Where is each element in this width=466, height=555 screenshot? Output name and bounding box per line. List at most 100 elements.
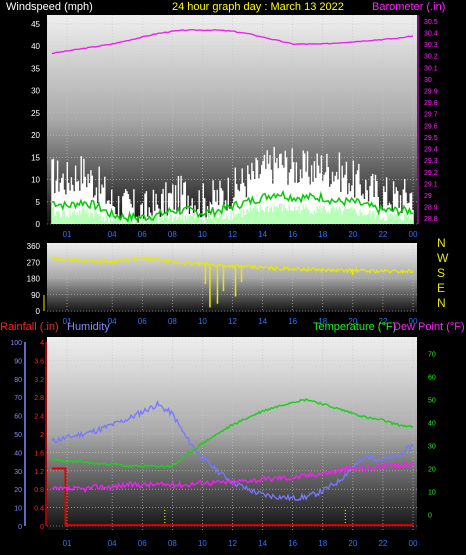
- wind-low-bars: [51, 203, 414, 224]
- x-tick-label: 08: [168, 317, 177, 326]
- x-tick-label: 00: [409, 317, 418, 326]
- humidity-tick-label: 20: [14, 487, 22, 494]
- y-left-tick-label: 35: [31, 64, 40, 73]
- dir-y-tick-label: 270: [27, 258, 41, 267]
- dir-y-tick-label: 0: [36, 307, 41, 316]
- y-left-tick-label: 10: [31, 176, 40, 185]
- wind-dir-series: [51, 255, 414, 308]
- y-right-tick-label: 29.1: [424, 181, 438, 188]
- humidity-tick-label: 60: [14, 414, 22, 421]
- barometer-label: Barometer (.in): [372, 1, 445, 13]
- wind-chart-series: [51, 28, 414, 224]
- y-left-tick-label: 40: [31, 42, 40, 51]
- y-right-tick-label: 29.4: [424, 147, 438, 154]
- humidity-temp-chart: 010203040506070809010000.40.81.21.622.42…: [10, 337, 436, 548]
- dir-y-tick-label: 180: [27, 275, 41, 284]
- temp-tick-label: 10: [428, 490, 436, 497]
- dir-y-tick-label: 360: [27, 242, 41, 251]
- y-right-tick-label: 29.9: [424, 88, 438, 95]
- compass-label-4: N: [437, 296, 446, 310]
- x-tick-label: 20: [348, 317, 357, 326]
- y-left-tick-label: 15: [31, 153, 40, 162]
- y-right-tick-label: 30: [424, 77, 432, 84]
- windspeed-label: Windspeed (mph): [6, 1, 93, 13]
- x-tick-label: 12: [228, 317, 237, 326]
- rain-tick-label: 3.6: [34, 358, 44, 365]
- x-tick-label: 16: [288, 317, 297, 326]
- x-tick-label: 04: [108, 230, 117, 239]
- compass-label-1: W: [437, 251, 449, 265]
- x-tick-label: 18: [318, 317, 327, 326]
- y-right-tick-label: 28.9: [424, 205, 438, 212]
- y-right-tick-label: 30.1: [424, 65, 438, 72]
- temp-tick-label: 60: [428, 375, 436, 382]
- temperature-line: [51, 398, 414, 469]
- x-tick-label: 06: [138, 539, 147, 548]
- x-tick-label: 20: [348, 230, 357, 239]
- y-left-tick-label: 20: [31, 131, 40, 140]
- rain-tick-label: 0.8: [34, 487, 44, 494]
- humidity-tick-label: 0: [18, 524, 22, 531]
- x-tick-label: 12: [228, 539, 237, 548]
- x-tick-label: 14: [258, 539, 267, 548]
- temp-tick-label: 70: [428, 352, 436, 359]
- y-right-tick-label: 29.2: [424, 170, 438, 177]
- humidity-tick-label: 40: [14, 450, 22, 457]
- y-right-tick-label: 30.2: [424, 54, 438, 61]
- x-tick-label: 16: [288, 230, 297, 239]
- compass-label-0: N: [437, 236, 446, 250]
- wind-dir-axes: 0 90 180 270 360 01 04 06 08 10 12 14 16 18 20 22 00: [27, 242, 418, 326]
- wind-direction-line: [51, 255, 414, 274]
- compass-label-3: E: [437, 281, 445, 295]
- dir-y-tick-label: 90: [31, 291, 40, 300]
- x-tick-label: 06: [138, 230, 147, 239]
- rainfall-label: Rainfall (.in): [0, 321, 59, 333]
- x-tick-label: 00: [409, 230, 418, 239]
- x-tick-label: 20: [348, 539, 357, 548]
- x-tick-label: 18: [318, 539, 327, 548]
- y-left-tick-label: 5: [36, 198, 41, 207]
- humidity-label: Humidity: [67, 321, 110, 333]
- x-tick-label: 04: [108, 317, 117, 326]
- y-right-tick-label: 29.8: [424, 100, 438, 107]
- x-tick-label: 14: [258, 230, 267, 239]
- x-tick-label: 08: [168, 230, 177, 239]
- y-right-tick-label: 29.6: [424, 123, 438, 130]
- humidity-tick-label: 80: [14, 377, 22, 384]
- barometer-line: [51, 28, 414, 55]
- graph-title: 24 hour graph day : March 13 2022: [172, 1, 344, 13]
- humidity-tick-label: 30: [14, 469, 22, 476]
- temp-tick-label: 20: [428, 467, 436, 474]
- humidity-tick-label: 100: [10, 340, 22, 347]
- y-left-tick-label: 30: [31, 87, 40, 96]
- x-tick-label: 22: [378, 230, 387, 239]
- humidity-chart-axes: 010203040506070809010000.40.81.21.622.42…: [10, 340, 436, 548]
- rainfall-line: [52, 467, 413, 527]
- wind-direction-chart: 0 90 180 270 360 01 04 06 08 10 12 14 16 18 20 22 00: [27, 242, 418, 326]
- humidity-tick-label: 50: [14, 432, 22, 439]
- dew-point-label: Dew Point (°F): [393, 321, 465, 333]
- y-right-tick-label: 30.3: [424, 42, 438, 49]
- humidity-chart-series: [51, 398, 414, 527]
- wind-chart-background: [47, 15, 417, 224]
- rain-tick-label: 4: [40, 340, 44, 347]
- temp-tick-label: 40: [428, 421, 436, 428]
- wind-dir-grid: [47, 243, 417, 312]
- compass-label-2: S: [437, 266, 445, 280]
- x-tick-label: 01: [63, 539, 72, 548]
- rain-tick-label: 1.6: [34, 450, 44, 457]
- y-right-tick-label: 30.4: [424, 30, 438, 37]
- rain-tick-label: 2.8: [34, 395, 44, 402]
- humidity-tick-label: 90: [14, 358, 22, 365]
- x-tick-label: 01: [63, 317, 72, 326]
- temp-tick-label: 50: [428, 398, 436, 405]
- wind-baro-chart: 0 5 10 15 20 25 30 35 40 45 28.8 28.9 29 29.1 29.2 29.3…: [31, 15, 438, 239]
- y-right-tick-label: 29.5: [424, 135, 438, 142]
- rain-tick-label: 0.4: [34, 506, 44, 513]
- y-right-tick-label: 28.8: [424, 216, 438, 223]
- x-tick-label: 16: [288, 539, 297, 548]
- x-tick-label: 10: [198, 317, 207, 326]
- x-tick-label: 01: [63, 230, 72, 239]
- wind-average-line: [51, 189, 414, 223]
